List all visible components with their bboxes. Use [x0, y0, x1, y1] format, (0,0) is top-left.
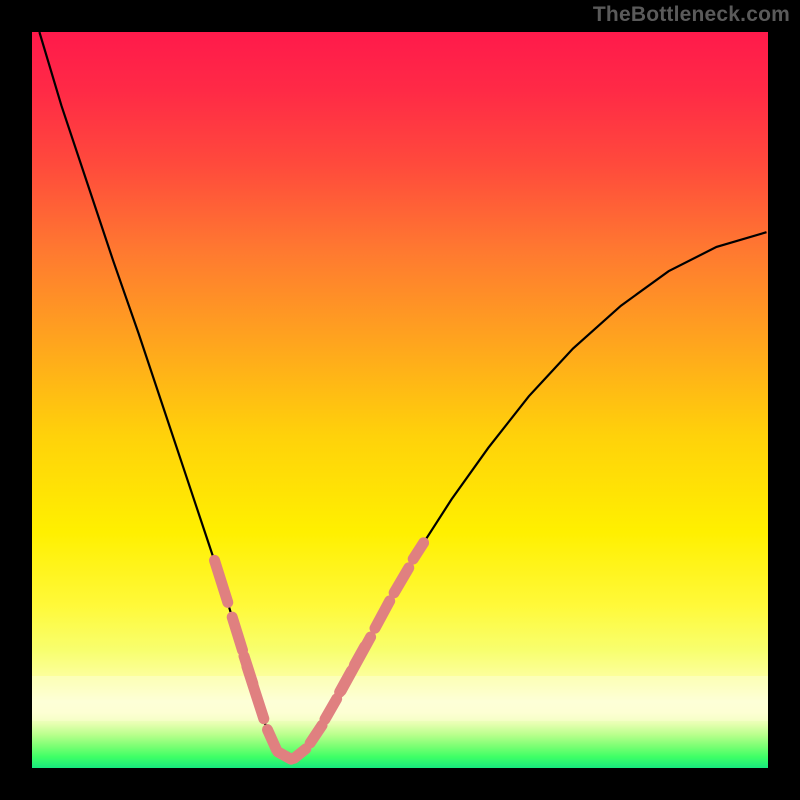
- chart-container: TheBottleneck.com: [0, 0, 800, 800]
- outer-border: [0, 0, 800, 800]
